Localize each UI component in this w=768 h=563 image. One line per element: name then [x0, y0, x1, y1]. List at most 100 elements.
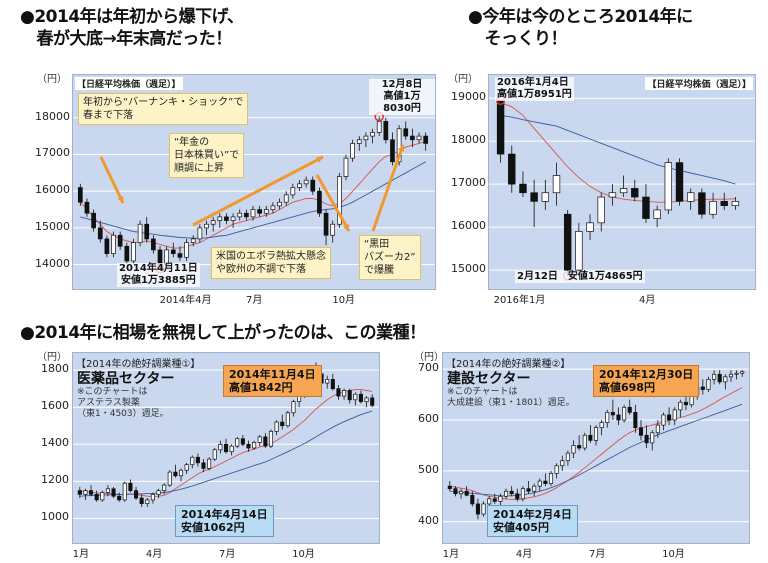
candlestick — [184, 462, 189, 474]
candlestick — [195, 453, 200, 467]
sector-title-construction: 建設セクター — [447, 371, 531, 387]
y-tick-label: 15000 — [451, 262, 486, 276]
x-tick-label: 10月 — [332, 295, 356, 306]
candlestick — [250, 205, 256, 221]
candlestick — [353, 392, 358, 406]
candlestick — [83, 488, 88, 500]
trend-arrow-head — [397, 145, 405, 152]
label-construction-high: 2014年12月30日 高値698円 — [593, 365, 700, 397]
candlestick — [218, 440, 223, 454]
candlestick — [325, 375, 330, 389]
y-tick-label: 16000 — [35, 183, 70, 197]
chart-nikkei-2016: 【日経平均株価（週足）】 2016年1月4日 高値1万8951円 2月12日 安… — [488, 74, 756, 290]
y-tick-label: 1800 — [41, 362, 69, 376]
candlestick — [496, 99, 505, 163]
candlestick — [217, 213, 223, 228]
candlestick — [252, 440, 257, 450]
candlestick — [280, 414, 285, 430]
candlestick — [655, 420, 660, 438]
candlestick — [268, 429, 274, 448]
candlestick — [104, 235, 110, 258]
candlestick — [519, 171, 527, 198]
chart-nikkei-2014: 【日経平均株価（週足）】 年初から“バーナンキ・ショック”で 春まで下落 “年金… — [72, 74, 436, 290]
candlestick — [410, 128, 415, 148]
candlestick — [139, 494, 144, 507]
note-pension-buying: “年金の 日本株買い”で 順調に上昇 — [169, 133, 245, 178]
candlestick — [683, 394, 688, 410]
candlestick — [610, 399, 615, 421]
candlestick — [678, 399, 683, 418]
candlestick — [97, 220, 103, 243]
candlestick — [77, 183, 83, 206]
candlestick — [212, 448, 217, 461]
candlestick — [599, 420, 604, 436]
candlestick — [156, 488, 161, 499]
candlestick — [190, 235, 196, 247]
candlestick — [508, 145, 516, 193]
candlestick — [622, 404, 627, 423]
trend-arrow-head — [117, 196, 124, 203]
y-tick-label: 400 — [418, 513, 439, 527]
candlestick — [303, 176, 309, 188]
candlestick — [403, 121, 409, 140]
candlestick — [111, 231, 116, 258]
candlestick — [470, 491, 475, 507]
candlestick — [588, 425, 593, 443]
candlestick — [571, 440, 576, 459]
candlestick — [274, 420, 279, 436]
candlestick — [541, 179, 550, 210]
candlestick — [197, 224, 203, 243]
chart-pharma-plot — [73, 362, 379, 519]
chart-source-label: 【日経平均株価（週足）】 — [645, 77, 753, 90]
chart-pharma-sector: 【2014年の絶好調業種①】 医薬品セクター ※このチャートは アステラス製薬 … — [72, 352, 380, 544]
y-tick-label: 600 — [418, 412, 439, 426]
y-tick-label: 17000 — [451, 176, 486, 190]
candlestick — [459, 488, 464, 499]
candlestick — [122, 481, 127, 502]
x-tick-label: 2016年1月 — [493, 295, 546, 306]
candlestick — [548, 470, 554, 487]
candlestick — [210, 216, 216, 232]
candlestick — [145, 498, 150, 507]
candlestick — [563, 209, 572, 276]
candlestick — [350, 139, 355, 162]
trend-arrow-head — [343, 224, 349, 231]
candlestick — [520, 486, 525, 502]
candlestick — [700, 379, 705, 395]
trend-arrow — [99, 156, 125, 204]
chart-source-label: 【日経平均株価（週足）】 — [75, 77, 183, 90]
candlestick — [177, 246, 183, 261]
x-tick-label: 10月 — [292, 549, 315, 560]
candlestick — [323, 209, 329, 246]
candlestick — [240, 435, 245, 447]
y-tick-label: 17000 — [35, 146, 70, 160]
candlestick — [364, 396, 369, 408]
candlestick — [178, 468, 184, 482]
x-tick-label: 10月 — [662, 549, 685, 560]
candlestick — [734, 370, 739, 380]
candlestick — [128, 479, 133, 493]
candlestick — [447, 481, 452, 492]
candlestick — [552, 162, 561, 206]
candlestick — [356, 136, 362, 151]
x-tick-label: 7月 — [219, 549, 236, 560]
candlestick — [509, 486, 514, 497]
note-kuroda-bazooka: “黒田 バズーカ2” で爆騰 — [359, 235, 421, 280]
candlestick — [498, 493, 503, 507]
candlestick — [257, 205, 262, 217]
label-pharma-low: 2014年4月14日 安値1062円 — [175, 505, 274, 537]
x-tick-label: 1月 — [72, 549, 90, 560]
candlestick — [310, 176, 316, 195]
x-tick-label: 4月 — [515, 549, 533, 560]
candlestick — [560, 455, 565, 471]
moving-average-line — [500, 102, 736, 203]
candlestick — [627, 399, 632, 415]
moving-average-line — [500, 114, 736, 185]
candlestick — [223, 438, 229, 454]
candlestick — [162, 483, 167, 495]
candlestick — [150, 492, 155, 504]
candlestick — [330, 220, 336, 243]
y-tick-label: 18000 — [35, 109, 70, 123]
candlestick — [740, 370, 745, 377]
candlestick — [336, 384, 341, 400]
